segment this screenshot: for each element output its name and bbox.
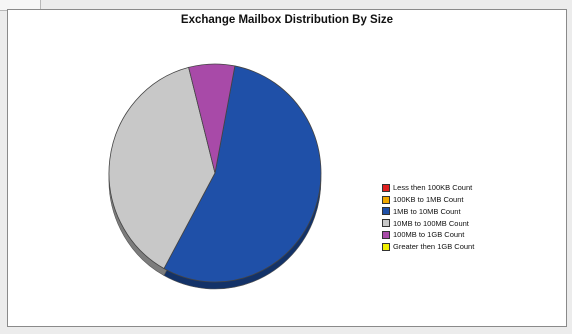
pie-slice-4: [188, 63, 236, 174]
legend-swatch: [382, 195, 390, 204]
legend-swatch: [382, 207, 390, 216]
legend-label: Greater then 1GB Count: [393, 242, 475, 252]
legend-item: Greater then 1GB Count: [382, 241, 474, 253]
legend-item: 100KB to 1MB Count: [382, 194, 474, 206]
legend-label: 100MB to 1GB Count: [393, 230, 465, 240]
pie-slice-2: [163, 65, 322, 283]
pie-slice-3: [108, 66, 216, 270]
pie-chart: [108, 63, 322, 290]
legend-swatch: [382, 183, 390, 192]
legend-swatch: [382, 242, 390, 251]
legend-swatch: [382, 219, 390, 228]
legend-label: Less then 100KB Count: [393, 183, 473, 193]
legend-swatch: [382, 231, 390, 240]
legend-label: 1MB to 10MB Count: [393, 206, 461, 216]
chart-panel: Exchange Mailbox Distribution By Size Le…: [7, 9, 567, 327]
legend-item: Less then 100KB Count: [382, 182, 474, 194]
legend-label: 10MB to 100MB Count: [393, 218, 469, 228]
chart-legend: Less then 100KB Count 100KB to 1MB Count 1…: [382, 182, 474, 253]
legend-item: 100MB to 1GB Count: [382, 229, 474, 241]
chart-title: Exchange Mailbox Distribution By Size: [180, 14, 394, 26]
legend-item: 1MB to 10MB Count: [382, 206, 474, 218]
legend-label: 100KB to 1MB Count: [393, 194, 464, 204]
legend-item: 10MB to 100MB Count: [382, 217, 474, 229]
